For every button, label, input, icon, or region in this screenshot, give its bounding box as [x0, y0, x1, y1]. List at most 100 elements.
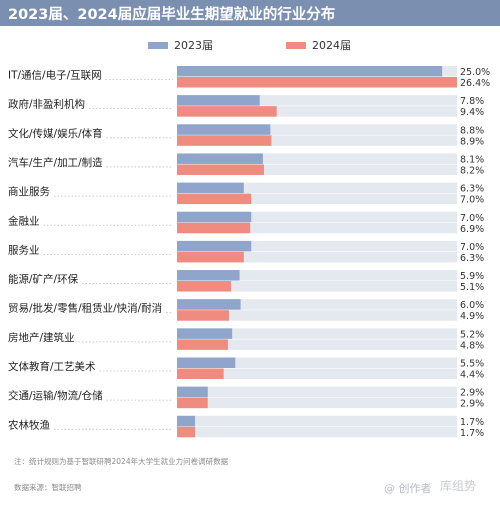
- bar-2024: [177, 222, 251, 234]
- bar-2024: [177, 310, 229, 321]
- legend-label-2023: 2023届: [174, 39, 213, 52]
- value-label-2023: 5.2%: [460, 329, 484, 340]
- bar-2024: [177, 193, 252, 205]
- legend-item-2023: 2023届: [148, 37, 213, 53]
- bar-track-2023: [177, 270, 457, 281]
- category-label: 服务业: [8, 243, 40, 256]
- bar-track-2024: [177, 426, 457, 438]
- bar-2023: [177, 66, 443, 77]
- value-label-2024: 26.4%: [460, 78, 490, 89]
- value-label-2023: 8.1%: [460, 154, 484, 165]
- bar-track-2024: [177, 397, 457, 409]
- bar-track-2024: [177, 251, 457, 263]
- bar-track-2023: [177, 386, 457, 398]
- bar-track-2023: [177, 95, 457, 106]
- bar-2023: [177, 211, 252, 223]
- bar-2023: [177, 386, 208, 398]
- value-label-2024: 4.4%: [460, 370, 484, 381]
- category-label: 农林牧渔: [8, 418, 50, 431]
- footnote: 注：统计规则为基于智联研聘2024年大学生就业力问卷调研数据: [14, 457, 229, 466]
- bar-track-2023: [177, 357, 457, 368]
- bar-track-2024: [177, 368, 457, 379]
- value-label-2023: 25.0%: [460, 67, 490, 78]
- bar-track-2024: [177, 222, 457, 234]
- legend-item-2024: 2024届: [286, 37, 351, 53]
- value-label-2024: 9.4%: [460, 107, 484, 118]
- value-label-2023: 1.7%: [460, 417, 484, 428]
- legend-label-2024: 2024届: [312, 39, 351, 52]
- value-label-2023: 7.0%: [460, 242, 484, 253]
- chart-title: 2023届、2024届应届毕业生期望就业的行业分布: [8, 7, 336, 23]
- category-label: IT/通信/电子/互联网: [8, 69, 102, 82]
- bar-track-2023: [177, 211, 457, 223]
- value-label-2024: 6.3%: [460, 253, 484, 264]
- value-label-2023: 7.0%: [460, 213, 484, 224]
- bar-2023: [177, 357, 236, 368]
- category-label: 金融业: [8, 214, 40, 227]
- value-label-2024: 7.0%: [460, 195, 484, 206]
- value-label-2024: 4.9%: [460, 311, 484, 322]
- bar-track-2024: [177, 106, 457, 117]
- bar-2024: [177, 251, 244, 263]
- bar-2024: [177, 164, 264, 175]
- bar-2023: [177, 415, 196, 427]
- category-label: 文体教育/工艺美术: [8, 360, 96, 373]
- bar-2023: [177, 95, 260, 106]
- value-label-2023: 6.0%: [460, 300, 484, 311]
- watermark-alt: 库组势: [440, 479, 477, 493]
- bar-track-2024: [177, 164, 457, 175]
- bar-2023: [177, 182, 244, 194]
- value-label-2024: 2.9%: [460, 399, 484, 410]
- category-label: 房地产/建筑业: [8, 331, 75, 344]
- value-label-2023: 7.8%: [460, 96, 484, 107]
- bar-2024: [177, 397, 208, 409]
- value-label-2023: 8.8%: [460, 125, 484, 136]
- bar-2024: [177, 339, 228, 350]
- bar-track-2023: [177, 124, 457, 135]
- data-source: 数据来源：智联招聘: [14, 483, 82, 492]
- category-label: 贸易/批发/零售/租赁业/快消/耐消: [8, 302, 162, 315]
- value-label-2024: 4.8%: [460, 340, 484, 351]
- bar-2023: [177, 299, 241, 310]
- bar-track-2024: [177, 193, 457, 205]
- category-label: 汽车/生产/加工/制造: [8, 156, 103, 169]
- bar-track-2024: [177, 339, 457, 350]
- value-label-2023: 5.9%: [460, 271, 484, 282]
- value-label-2024: 8.2%: [460, 165, 484, 176]
- bar-2024: [177, 368, 224, 379]
- value-label-2024: 1.7%: [460, 428, 484, 439]
- category-label: 交通/运输/物流/仓储: [8, 389, 103, 402]
- category-label: 文化/传媒/娱乐/体育: [8, 127, 103, 140]
- category-label: 商业服务: [8, 185, 50, 198]
- bar-track-2023: [177, 299, 457, 310]
- bar-2024: [177, 135, 272, 146]
- bar-2023: [177, 240, 252, 252]
- chart-legend: 2023届 2024届: [0, 37, 500, 53]
- bar-2023: [177, 270, 240, 281]
- bar-2023: [177, 124, 271, 135]
- bar-track-2023: [177, 182, 457, 194]
- bar-2024: [177, 281, 232, 292]
- bar-2024: [177, 77, 457, 88]
- bar-track-2024: [177, 281, 457, 292]
- bar-2023: [177, 328, 233, 339]
- watermark: @ 创作者: [384, 482, 432, 495]
- bar-track-2024: [177, 135, 457, 146]
- value-label-2023: 2.9%: [460, 388, 484, 399]
- bar-2023: [177, 153, 263, 164]
- bar-track-2023: [177, 415, 457, 427]
- category-label: 能源/矿产/环保: [8, 273, 79, 286]
- bar-track-2023: [177, 240, 457, 252]
- bar-2024: [177, 106, 277, 117]
- title-bar: 2023届、2024届应届毕业生期望就业的行业分布: [0, 0, 500, 26]
- value-label-2023: 6.3%: [460, 184, 484, 195]
- legend-swatch-2024: [286, 41, 306, 49]
- value-label-2023: 5.5%: [460, 359, 484, 370]
- bar-2024: [177, 426, 196, 438]
- bar-track-2023: [177, 153, 457, 164]
- value-label-2024: 8.9%: [460, 136, 484, 147]
- bar-track-2024: [177, 310, 457, 321]
- value-label-2024: 6.9%: [460, 224, 484, 235]
- bar-track-2023: [177, 328, 457, 339]
